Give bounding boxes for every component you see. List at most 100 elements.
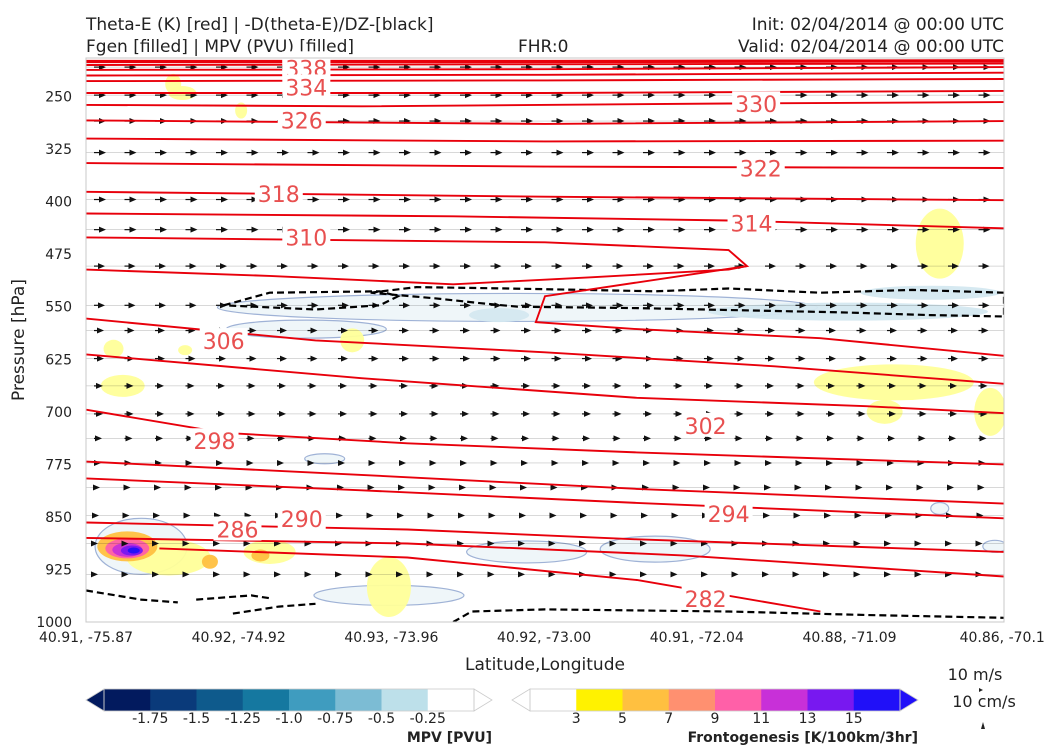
wind-vector-head: [549, 512, 557, 519]
wind-vector-head: [463, 355, 470, 362]
wind-vector-head: [366, 512, 374, 519]
wind-vector-head: [796, 435, 804, 442]
wind-vector-head: [673, 459, 681, 466]
wind-vector-head: [792, 571, 800, 578]
wind-vector-head: [489, 484, 497, 491]
theta-e-contour: [86, 236, 1004, 357]
wind-vector-head: [861, 226, 869, 233]
wind-vector-head: [580, 512, 587, 519]
wind-vector-head: [886, 484, 893, 491]
colorbar-tick-label: 15: [845, 711, 863, 727]
wind-vector-head: [403, 263, 410, 270]
wind-vector-head: [677, 302, 685, 309]
wind-vector-head: [981, 327, 989, 334]
wind-vector-head: [398, 484, 405, 491]
wind-vector-head: [914, 571, 922, 578]
wind-vector-head: [827, 435, 834, 442]
wind-vector-head: [916, 484, 924, 491]
wind-vector-head: [522, 435, 529, 442]
theta-e-label: 334: [285, 76, 327, 101]
wind-vector-head: [249, 327, 257, 334]
wind-vector-head: [860, 263, 868, 270]
wind-vector-head: [309, 410, 317, 417]
wind-vector-head: [190, 149, 198, 156]
wind-vector-head: [831, 226, 838, 233]
wind-vector-head: [281, 302, 288, 309]
theta-e-label-bg: [282, 224, 331, 249]
theta-e-contour: [86, 71, 1004, 77]
wind-vector-head: [736, 410, 744, 417]
wind-vector-head: [526, 118, 533, 125]
wind-vector-head: [556, 118, 564, 125]
filled-contour: [127, 547, 140, 554]
wind-reference: 10 m/s 10 cm/s: [948, 665, 1016, 729]
wind-vector-head: [553, 410, 561, 417]
wind-vector-head: [707, 355, 714, 362]
wind-vector-head: [247, 435, 255, 442]
wind-vector-head: [250, 263, 258, 270]
wind-vector-head: [432, 355, 440, 362]
wind-vector-head: [613, 435, 621, 442]
wind-vector-head: [403, 302, 410, 309]
theta-e-label: 310: [285, 226, 327, 251]
colorbar-swatch: [242, 689, 290, 711]
wind-vector-head: [365, 571, 373, 578]
wind-vector-head: [556, 196, 564, 203]
filled-contour: [103, 339, 124, 358]
y-axis-label: Pressure [hPa]: [9, 279, 29, 401]
wind-vector-head: [457, 571, 464, 578]
wind-vector-head: [953, 149, 960, 156]
init-time: Init: 02/04/2014 @ 00:00 UTC: [751, 15, 1004, 35]
x-tick-label: 40.88, -71.09: [802, 630, 896, 646]
wind-vector-head: [830, 302, 837, 309]
wind-vector-head: [373, 196, 381, 203]
wind-vector-head: [427, 512, 435, 519]
colorbar-extend-right: [473, 688, 493, 712]
wind-vector-head: [160, 226, 167, 233]
wind-vector-head: [672, 484, 680, 491]
wind-vector-head: [434, 149, 442, 156]
wind-vector-head: [396, 571, 403, 578]
wind-vector-head: [735, 435, 743, 442]
colorbar-extend-left: [85, 688, 105, 712]
wind-vector-head: [767, 410, 774, 417]
colorbar-swatch: [335, 689, 382, 711]
wind-vector-head: [675, 382, 683, 389]
colorbar-tick-label: -0.75: [317, 711, 353, 727]
theta-e-contour: [86, 536, 1004, 578]
wind-vector-head: [401, 410, 408, 417]
theta-e-label-bg: [681, 412, 730, 437]
wind-vector-head: [766, 435, 773, 442]
wind-vector-head: [493, 327, 501, 334]
stability-contour: [86, 589, 178, 604]
wind-vector-head: [583, 435, 590, 442]
theta-e-contour: [86, 190, 1004, 202]
y-tick-label: 400: [45, 195, 72, 211]
colorbar-swatch: [715, 689, 762, 711]
wind-vector-head: [311, 302, 319, 309]
theta-e-label-bg: [254, 180, 303, 205]
wind-vector-head: [428, 484, 436, 491]
wind-vector-head: [98, 302, 105, 309]
wind-vector-head: [160, 149, 167, 156]
theta-e-label-bg: [190, 428, 239, 453]
wind-vector-head: [947, 484, 954, 491]
wind-vector-head: [734, 459, 742, 466]
wind-vector-head: [402, 327, 409, 334]
wind-vector-head: [121, 571, 129, 578]
x-tick-label: 40.92, -73.00: [497, 630, 591, 646]
wind-vector-head: [221, 149, 228, 156]
wind-vector-head: [523, 410, 530, 417]
wind-vector-head: [431, 382, 439, 389]
theta-e-label: 306: [203, 330, 245, 355]
wind-vector-head: [677, 263, 685, 270]
wind-vector-head: [914, 540, 922, 547]
colorbar-swatch: [807, 689, 855, 711]
wind-vector-head: [524, 355, 531, 362]
theta-e-contour: [86, 62, 1004, 66]
wind-vector-head: [798, 355, 806, 362]
wind-vector-head: [709, 149, 716, 156]
y-tick-label: 475: [45, 247, 72, 263]
theta-e-label: 282: [685, 588, 727, 613]
wind-vector-head: [459, 484, 466, 491]
